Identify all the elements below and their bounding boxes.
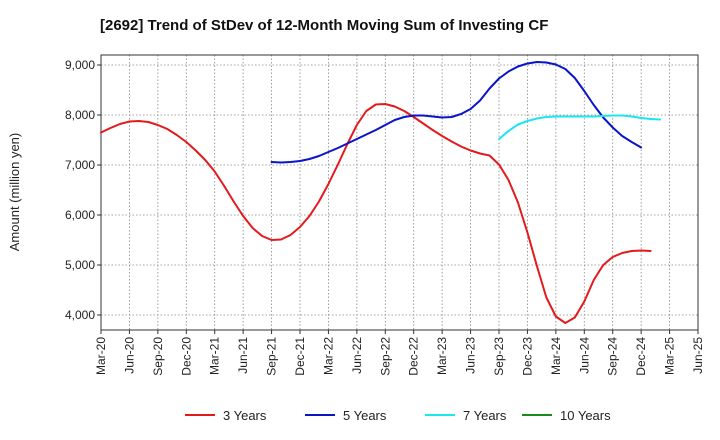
series-group <box>100 61 662 324</box>
x-tick-label: Jun-25 <box>691 337 705 374</box>
x-tick-label: Jun-24 <box>577 337 591 374</box>
y-tick-label: 9,000 <box>65 58 95 72</box>
x-tick-label: Mar-22 <box>321 337 335 375</box>
x-tick-label: Dec-23 <box>520 337 534 376</box>
legend-label: 10 Years <box>560 408 611 423</box>
x-axis: Mar-20 Jun-20 Sep-20 Dec-20 Mar-21 Jun-21 Sep-… <box>94 330 705 376</box>
x-tick-label: Jun-22 <box>350 337 364 374</box>
y-tick-label: 4,000 <box>65 308 95 322</box>
x-tick-label: Dec-20 <box>179 337 193 376</box>
x-tick-label: Dec-21 <box>293 337 307 376</box>
chart-title: [2692] Trend of StDev of 12-Month Moving… <box>100 17 548 34</box>
y-tick-label: 6,000 <box>65 208 95 222</box>
legend-label: 5 Years <box>343 408 387 423</box>
x-tick-label: Sep-24 <box>606 337 620 376</box>
legend: 3 Years 5 Years 7 Years 10 Years <box>185 408 611 423</box>
x-tick-label: Dec-24 <box>634 337 648 376</box>
x-tick-label: Mar-23 <box>435 337 449 375</box>
x-tick-label: Mar-24 <box>549 337 563 375</box>
x-tick-label: Jun-20 <box>122 337 136 374</box>
series-line-7-years <box>498 114 662 140</box>
x-tick-label: Mar-20 <box>94 337 108 375</box>
x-tick-label: Dec-22 <box>407 337 421 376</box>
y-tick-label: 5,000 <box>65 258 95 272</box>
grid-lines <box>101 55 698 330</box>
y-tick-label: 8,000 <box>65 108 95 122</box>
plot-frame <box>100 54 699 331</box>
legend-label: 7 Years <box>463 408 507 423</box>
x-tick-label: Mar-21 <box>208 337 222 375</box>
legend-label: 3 Years <box>223 408 267 423</box>
y-axis-label: Amount (million yen) <box>7 133 22 252</box>
plot-area <box>101 55 698 330</box>
x-tick-label: Jun-21 <box>236 337 250 374</box>
series-line-3-years <box>100 103 652 324</box>
x-tick-label: Sep-23 <box>492 337 506 376</box>
series-line-5-years <box>270 61 643 164</box>
x-tick-label: Sep-22 <box>378 337 392 376</box>
x-tick-label: Sep-21 <box>265 337 279 376</box>
x-tick-label: Jun-23 <box>464 337 478 374</box>
y-tick-label: 7,000 <box>65 158 95 172</box>
x-tick-label: Sep-20 <box>151 337 165 376</box>
y-axis: 4,000 5,000 6,000 7,000 8,000 9,000 <box>65 58 101 322</box>
x-tick-label: Mar-25 <box>663 337 677 375</box>
